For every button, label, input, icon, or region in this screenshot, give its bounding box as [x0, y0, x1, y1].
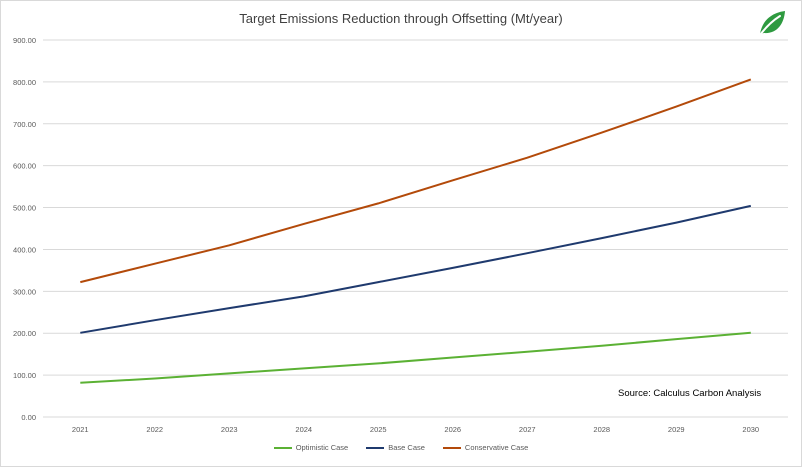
data-point	[452, 267, 454, 269]
data-point	[154, 263, 156, 265]
data-point	[377, 281, 379, 283]
x-tick-label: 2026	[444, 425, 461, 434]
y-tick-label: 500.00	[13, 204, 36, 213]
data-point	[228, 244, 230, 246]
series-line	[80, 331, 751, 384]
legend-item: Optimistic Case	[273, 443, 349, 452]
data-point	[303, 367, 305, 369]
x-tick-label: 2023	[221, 425, 238, 434]
series-line	[80, 78, 752, 284]
x-tick-label: 2025	[370, 425, 387, 434]
chart-title: Target Emissions Reduction through Offse…	[239, 11, 563, 26]
x-tick-label: 2021	[72, 425, 89, 434]
x-tick-label: 2028	[593, 425, 610, 434]
legend-item: Base Case	[366, 443, 425, 452]
data-point	[601, 132, 603, 134]
x-tick-label: 2029	[668, 425, 685, 434]
data-point	[750, 205, 752, 207]
series-line	[80, 204, 752, 334]
data-point	[154, 377, 156, 379]
y-tick-label: 100.00	[13, 371, 36, 380]
data-point	[750, 78, 752, 80]
legend-label: Base Case	[388, 443, 425, 452]
data-point	[303, 223, 305, 225]
y-tick-label: 200.00	[13, 329, 36, 338]
legend: Optimistic Case Base Case Conservative Cas…	[0, 443, 802, 452]
data-point	[377, 362, 379, 364]
data-point	[79, 332, 81, 334]
data-point	[228, 372, 230, 374]
data-point	[675, 106, 677, 108]
data-point	[452, 357, 454, 359]
y-tick-label: 600.00	[13, 162, 36, 171]
data-point	[377, 202, 379, 204]
legend-swatch	[273, 446, 292, 449]
y-tick-label: 0.00	[21, 413, 36, 422]
legend-label: Conservative Case	[464, 443, 529, 452]
y-tick-label: 300.00	[13, 287, 36, 296]
source-annotation: Source: Calculus Carbon Analysis	[618, 388, 762, 399]
data-point	[79, 281, 81, 283]
y-tick-label: 900.00	[13, 36, 36, 45]
legend-swatch	[442, 446, 461, 449]
x-tick-label: 2022	[146, 425, 163, 434]
legend-label: Optimistic Case	[295, 443, 349, 452]
data-point	[303, 295, 305, 297]
data-point	[601, 237, 603, 239]
data-point	[452, 179, 454, 181]
data-point	[526, 157, 528, 159]
y-tick-label: 700.00	[13, 120, 36, 129]
legend-swatch	[366, 446, 385, 449]
legend-item: Conservative Case	[442, 443, 529, 452]
data-point	[526, 351, 528, 353]
data-point	[228, 307, 230, 309]
data-point	[675, 338, 677, 340]
data-point	[154, 319, 156, 321]
y-tick-label: 800.00	[13, 78, 36, 87]
x-tick-label: 2027	[519, 425, 536, 434]
data-point	[675, 222, 677, 224]
data-point	[526, 252, 528, 254]
data-point	[601, 345, 603, 347]
data-point	[750, 332, 752, 334]
y-tick-label: 400.00	[13, 245, 36, 254]
data-point	[79, 382, 81, 384]
leaf-icon	[759, 11, 785, 36]
x-tick-label: 2030	[742, 425, 759, 434]
x-tick-label: 2024	[295, 425, 312, 434]
